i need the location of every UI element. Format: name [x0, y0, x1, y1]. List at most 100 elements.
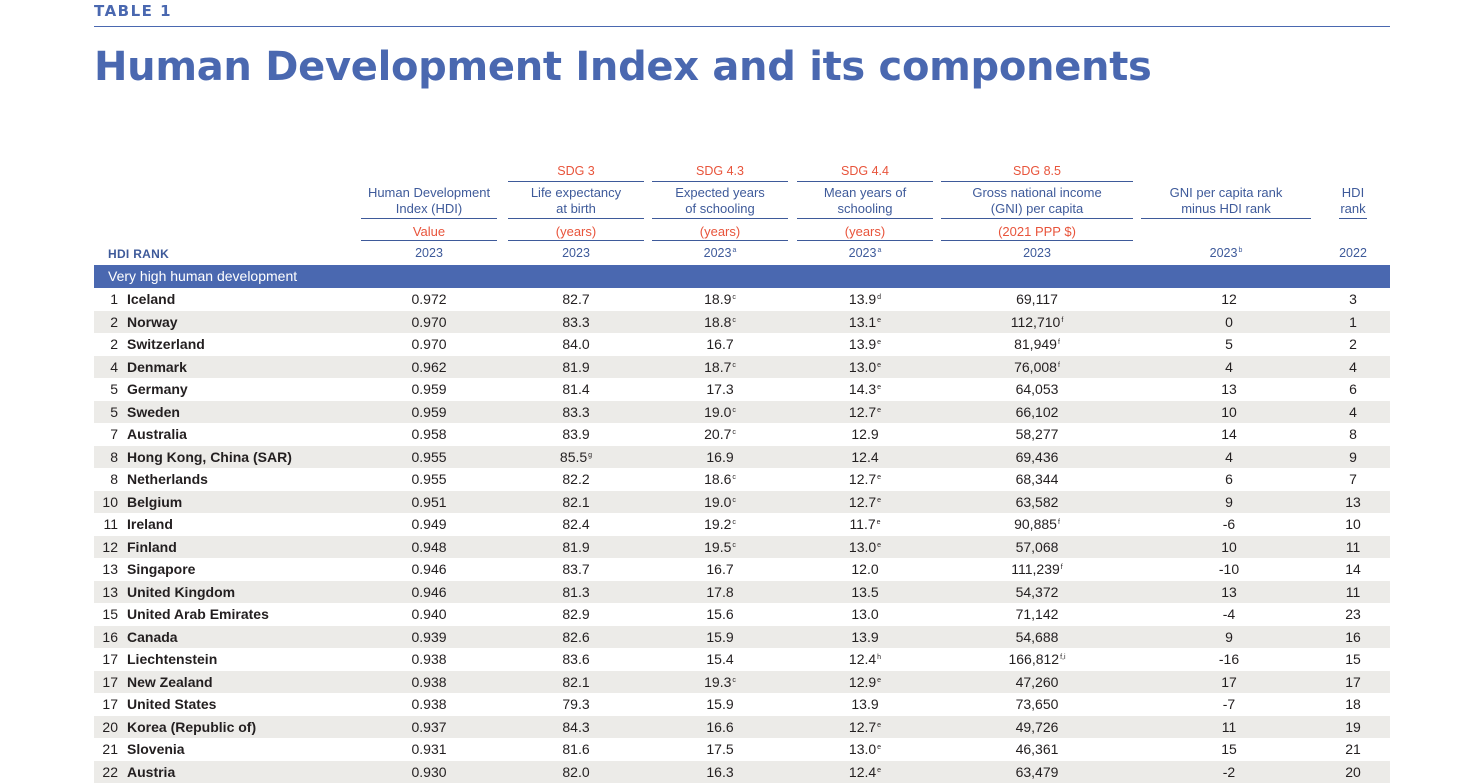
mean-schooling: 12.7e	[849, 719, 881, 735]
gni-minus-hdi-rank-value: 13	[1221, 381, 1237, 397]
hdi-value-value: 0.931	[411, 741, 447, 757]
gni-per-capita-value: 58,277	[1015, 426, 1059, 442]
hdi-rank-2022-value: 23	[1345, 606, 1361, 622]
hdi-value-value: 0.939	[411, 628, 447, 645]
expected-schooling: 15.4	[706, 651, 733, 667]
table-row: 12 Finland 0.948 81.9 19.5c 13.0e 57,068 10 11	[94, 535, 1390, 558]
hdi-value-value: 0.972	[411, 291, 447, 307]
mean-schooling-value: 12.0	[851, 561, 879, 577]
gni-per-capita-value: 63,582	[1015, 493, 1059, 510]
hdi-rank-2022: 17	[1345, 674, 1361, 690]
gni-per-capita: 81,949f	[1014, 336, 1060, 352]
mean-schooling-value: 13.0	[851, 606, 879, 622]
hdi-value: 0.948	[411, 539, 446, 555]
hdi-rank-2022-value: 2	[1349, 336, 1357, 352]
life-expectancy: 85.5g	[560, 449, 592, 465]
hdi-rank-2022: 4	[1349, 404, 1357, 420]
mean-schooling: 12.9	[851, 426, 878, 442]
expected-schooling-value: 19.0	[704, 403, 732, 420]
column-name-line2: at birth	[556, 201, 596, 216]
country-name: Canada	[127, 628, 178, 645]
hdi-rank: 22	[102, 763, 118, 780]
table-row: 17 United States 0.938 79.3 15.9 13.9 73,650 -7…	[94, 693, 1390, 716]
gni-per-capita: 47,260	[1016, 674, 1059, 690]
gni-per-capita: 64,053	[1016, 381, 1059, 397]
hdi-rank-2022: 10	[1345, 516, 1361, 532]
gni-per-capita-value: 57,068	[1015, 538, 1059, 555]
life-expectancy-value: 82.4	[562, 516, 590, 532]
mean-schooling-value: 13.1	[848, 313, 877, 330]
expected-schooling-value: 18.9	[704, 291, 732, 307]
mean-schooling-value: 13.0	[848, 741, 877, 757]
country-name: Hong Kong, China (SAR)	[127, 448, 292, 465]
gni-minus-hdi-rank-value: 4	[1225, 448, 1233, 465]
gni-per-capita-value: 68,344	[1015, 471, 1059, 487]
footnote-marker: e	[877, 721, 882, 729]
table-row: 20 Korea (Republic of) 0.937 84.3 16.6 12.7e 4…	[94, 715, 1390, 738]
expected-schooling-value: 16.7	[706, 336, 734, 352]
hdi-rank: 13	[102, 561, 118, 577]
hdi-value-value: 0.938	[411, 696, 447, 712]
life-expectancy-value: 84.3	[562, 718, 590, 735]
hdi-value: 0.949	[411, 516, 446, 532]
hdi-rank: 13	[102, 583, 118, 600]
table-row: 21 Slovenia 0.931 81.6 17.5 13.0e 46,361 15 21	[94, 738, 1390, 761]
year-label: 2023a	[652, 246, 788, 260]
expected-schooling-value: 19.3	[704, 673, 732, 690]
column-rule	[652, 218, 788, 219]
hdi-rank: 17	[102, 673, 118, 690]
expected-schooling: 16.3	[706, 764, 733, 780]
gni-per-capita-value: 90,885	[1014, 516, 1057, 532]
hdi-rank: 16	[102, 628, 118, 645]
gni-minus-hdi-rank-value: 14	[1221, 426, 1237, 442]
hdi-rank-2022-value: 8	[1349, 426, 1357, 442]
gni-per-capita-value: 69,436	[1015, 448, 1059, 465]
hdi-value-value: 0.959	[411, 381, 447, 397]
hdi-rank: 8	[110, 448, 118, 465]
column-name-line1: Human Development	[367, 185, 491, 200]
expected-schooling: 18.9c	[704, 291, 736, 307]
hdi-rank-header: HDI RANK	[108, 247, 170, 261]
life-expectancy-value: 82.0	[562, 763, 590, 780]
life-expectancy: 81.4	[562, 381, 589, 397]
hdi-rank-2022: 4	[1349, 359, 1357, 375]
expected-schooling-value: 17.3	[706, 381, 734, 397]
gni-minus-hdi-rank-value: 5	[1225, 336, 1233, 352]
expected-schooling-value: 17.8	[706, 583, 734, 600]
table-row: 17 New Zealand 0.938 82.1 19.3c 12.9e 47,260 17…	[94, 670, 1390, 693]
footnote-marker: e	[877, 406, 882, 414]
gni-minus-hdi-rank: 12	[1221, 291, 1237, 307]
footnote-marker: c	[732, 361, 736, 369]
hdi-rank: 10	[102, 493, 118, 510]
country-name: Slovenia	[127, 741, 185, 757]
column-rule	[361, 218, 497, 219]
year-footnote: b	[1238, 247, 1243, 254]
gni-per-capita: 68,344	[1016, 471, 1059, 487]
sdg-label: SDG 4.4	[841, 164, 889, 178]
country-name: Singapore	[127, 561, 196, 577]
unit-label: (years)	[699, 224, 741, 239]
life-expectancy: 81.3	[562, 584, 589, 600]
mean-schooling-value: 13.5	[851, 583, 879, 600]
footnote-marker: e	[877, 384, 882, 391]
hdi-value: 0.938	[411, 651, 446, 667]
hdi-rank-2022: 20	[1345, 764, 1361, 780]
hdi-rank-2022-value: 7	[1349, 471, 1357, 487]
hdi-rank-2022-value: 3	[1349, 291, 1357, 307]
expected-schooling: 16.7	[706, 561, 733, 577]
gni-per-capita: 54,688	[1016, 629, 1059, 645]
country-name: United Kingdom	[127, 583, 236, 600]
column-name-line2: of schooling	[685, 201, 755, 216]
life-expectancy: 84.3	[562, 719, 589, 735]
life-expectancy-value: 82.1	[562, 493, 590, 510]
life-expectancy: 84.0	[562, 336, 589, 352]
expected-schooling: 17.5	[706, 741, 733, 757]
hdi-rank-2022: 6	[1349, 381, 1357, 397]
life-expectancy-value: 84.0	[562, 336, 590, 352]
gni-per-capita: 57,068	[1016, 539, 1059, 555]
footnote-marker: c	[732, 294, 736, 301]
unit-rule	[652, 240, 788, 241]
life-expectancy: 83.6	[562, 651, 589, 667]
table-row: 2 Norway 0.970 83.3 18.8c 13.1e 112,710f 0 1	[94, 310, 1390, 333]
gni-per-capita-value: 54,372	[1015, 583, 1059, 600]
